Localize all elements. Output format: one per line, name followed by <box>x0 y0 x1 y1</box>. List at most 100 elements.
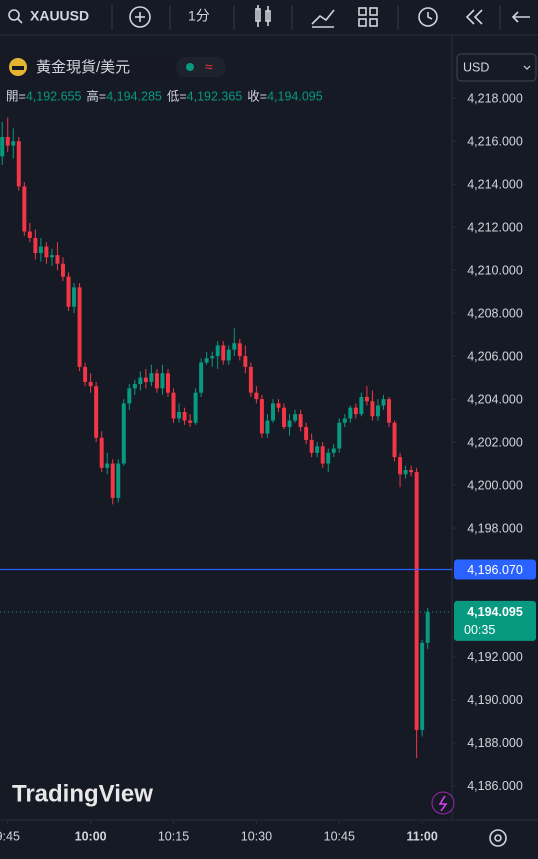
candle-body <box>425 611 430 643</box>
alert-button[interactable] <box>418 7 438 27</box>
candle-body <box>342 418 347 423</box>
candle-body <box>276 403 281 408</box>
candle-body <box>420 642 425 730</box>
candle-body <box>353 407 358 415</box>
candle-body <box>182 411 187 421</box>
candle-body <box>248 366 253 393</box>
candle-body <box>5 136 10 146</box>
interval[interactable]: 1分 <box>188 8 210 24</box>
countdown: 00:35 <box>464 623 495 637</box>
candle-body <box>110 463 115 498</box>
ohlc-label: 開= <box>6 89 26 103</box>
x-tick-label: 10:30 <box>241 829 272 843</box>
settings-button[interactable] <box>489 829 507 847</box>
add-symbol[interactable] <box>129 6 151 28</box>
symbol-legend: 黃金現貨/美元 ≈ <box>3 54 226 80</box>
candle-body <box>143 377 148 382</box>
watermark: TradingView <box>12 780 153 807</box>
last-price-tag <box>454 600 536 641</box>
y-tick-label: 4,208.000 <box>467 306 523 320</box>
candle-body <box>270 403 275 421</box>
candle-body <box>315 446 320 453</box>
candle-body <box>154 373 159 389</box>
ohlc-value: 4,192.655 <box>26 89 82 103</box>
currency[interactable]: USD <box>463 60 489 74</box>
candle-body <box>165 373 170 393</box>
candle-body <box>287 420 292 428</box>
candle-body <box>304 427 309 440</box>
layout-button[interactable] <box>358 7 378 27</box>
replay-button[interactable] <box>465 9 483 25</box>
candle-body <box>94 386 99 438</box>
undo-button[interactable] <box>511 11 530 23</box>
ohlc-label: 低= <box>167 89 187 103</box>
y-tick-label: 4,204.000 <box>467 392 523 406</box>
candle-body <box>232 343 237 350</box>
candle-body <box>359 396 364 415</box>
candle-body <box>237 343 242 357</box>
x-tick-label: 10:45 <box>324 829 355 843</box>
candle-body <box>282 407 287 428</box>
candle-body <box>337 422 342 449</box>
y-tick-label: 4,206.000 <box>467 349 523 363</box>
svg-text:≈: ≈ <box>205 59 213 75</box>
candle-body <box>403 470 408 475</box>
ohlc-label: 高= <box>86 88 106 103</box>
candle-body <box>199 362 204 393</box>
currency-select[interactable] <box>456 53 537 82</box>
candle-body <box>177 411 182 419</box>
y-tick-label: 4,214.000 <box>467 178 523 192</box>
candle-body <box>11 141 16 146</box>
candle-body <box>171 392 176 419</box>
x-tick-label: 10:00 <box>75 829 107 843</box>
candle-body <box>215 345 220 357</box>
symbol[interactable]: XAUUSD <box>30 8 89 24</box>
candle-body <box>138 377 143 385</box>
candle-body <box>116 463 121 498</box>
candle-body <box>309 439 314 453</box>
flash-icon[interactable] <box>431 791 455 815</box>
x-tick-label: 10:15 <box>158 829 189 843</box>
candle-body <box>44 246 49 258</box>
y-tick-label: 4,186.000 <box>467 779 523 793</box>
indicators-button[interactable] <box>311 9 335 28</box>
x-tick-label: 11:00 <box>407 829 438 843</box>
candle-body <box>55 255 60 264</box>
candle-body <box>66 276 71 307</box>
ohlc-value: 4,194.095 <box>267 89 323 103</box>
ohlc-value: 4,192.365 <box>187 89 243 103</box>
candle-body <box>16 141 21 187</box>
candle-body <box>265 420 270 434</box>
ohlc-value: 4,194.285 <box>106 89 162 103</box>
ohlc-legend: 開= 4,192.655 高= 4,194.285 低= 4,192.365 收= 4,194… <box>6 88 323 103</box>
chart-type-button[interactable] <box>255 5 271 27</box>
y-tick-label: 4,216.000 <box>467 135 523 149</box>
candle-body <box>38 246 43 254</box>
candle-body <box>331 448 336 453</box>
x-tick-label: 9:45 <box>0 829 20 843</box>
candle-body <box>364 396 369 402</box>
candle-body <box>259 399 264 434</box>
candle-body <box>105 463 110 468</box>
candle-body <box>298 414 303 428</box>
y-tick-label: 4,200.000 <box>467 478 523 492</box>
candle-body <box>83 366 88 382</box>
candle-body <box>381 399 386 406</box>
candle-body <box>49 255 54 258</box>
last-price-label: 4,194.095 <box>467 605 523 619</box>
price-line-tag <box>454 559 536 580</box>
candle-body <box>22 186 27 232</box>
candle-body <box>99 437 104 468</box>
candle-body <box>188 420 193 423</box>
candle-body <box>204 358 209 363</box>
candle-body <box>72 287 77 307</box>
y-tick-label: 4,212.000 <box>467 221 523 235</box>
y-tick-label: 4,210.000 <box>467 263 523 277</box>
candle-body <box>160 373 165 389</box>
price-line-label: 4,196.070 <box>467 563 523 577</box>
candle-body <box>398 457 403 475</box>
y-tick-label: 4,218.000 <box>467 92 523 106</box>
candle-body <box>414 472 419 730</box>
candle-body <box>193 392 198 423</box>
